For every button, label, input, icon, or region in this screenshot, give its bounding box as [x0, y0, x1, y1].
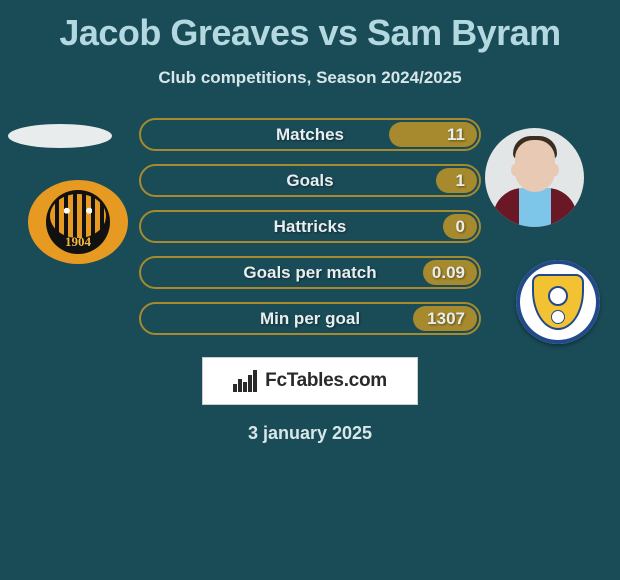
tiger-icon [50, 194, 106, 238]
stat-bar: Matches11 [139, 118, 481, 151]
stat-bar: Hattricks0 [139, 210, 481, 243]
subtitle: Club competitions, Season 2024/2025 [0, 68, 620, 88]
player-right-avatar [485, 128, 584, 227]
page-title: Jacob Greaves vs Sam Byram [0, 0, 620, 54]
stat-value: 1 [456, 171, 465, 191]
avatar-shirt-stripe [519, 188, 551, 227]
rose-icon [548, 286, 568, 306]
stat-bar: Goals1 [139, 164, 481, 197]
avatar-head [515, 140, 555, 192]
stat-label: Matches [141, 125, 479, 145]
player-left-avatar-placeholder [8, 124, 112, 148]
stat-bar: Min per goal1307 [139, 302, 481, 335]
stat-value: 0.09 [432, 263, 465, 283]
avatar-ear-left [511, 164, 519, 176]
stat-value: 0 [456, 217, 465, 237]
club-crest-leeds [516, 260, 600, 344]
bar-chart-icon [233, 370, 259, 392]
stat-bar: Goals per match0.09 [139, 256, 481, 289]
football-icon [551, 310, 565, 324]
stat-value: 11 [447, 125, 465, 145]
stat-label: Goals [141, 171, 479, 191]
stat-label: Goals per match [141, 263, 479, 283]
watermark: FcTables.com [202, 357, 418, 405]
club-crest-hull: 1904 [28, 180, 128, 264]
avatar-ear-right [551, 164, 559, 176]
stat-value: 1307 [427, 309, 465, 329]
date-text: 3 january 2025 [0, 423, 620, 444]
stat-label: Hattricks [141, 217, 479, 237]
watermark-text: FcTables.com [265, 370, 387, 392]
hull-crest-year: 1904 [28, 234, 128, 250]
